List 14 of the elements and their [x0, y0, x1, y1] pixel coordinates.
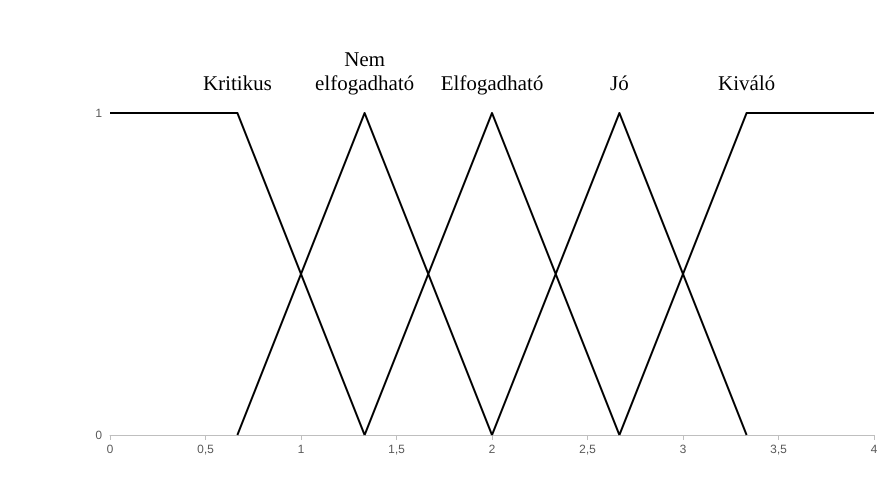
x-tick-label: 1 — [298, 442, 305, 456]
x-tick-label: 3 — [680, 442, 687, 456]
x-tick-label: 3,5 — [770, 442, 788, 456]
x-tick-label: 1,5 — [388, 442, 406, 456]
series-label: Kiváló — [718, 71, 776, 95]
text: Nem elfogadható — [315, 47, 414, 95]
x-tick-label: 0 — [106, 442, 114, 456]
series-label: Elfogadható — [440, 71, 544, 95]
series-label: Kritikus — [202, 71, 272, 95]
series-label: Jó — [610, 71, 629, 95]
x-tick-label: 2 — [488, 442, 496, 456]
x-tick-label: 2,5 — [579, 442, 596, 456]
x-tick-label: 4 — [870, 442, 878, 456]
x-tick-label: 0,5 — [197, 442, 214, 456]
